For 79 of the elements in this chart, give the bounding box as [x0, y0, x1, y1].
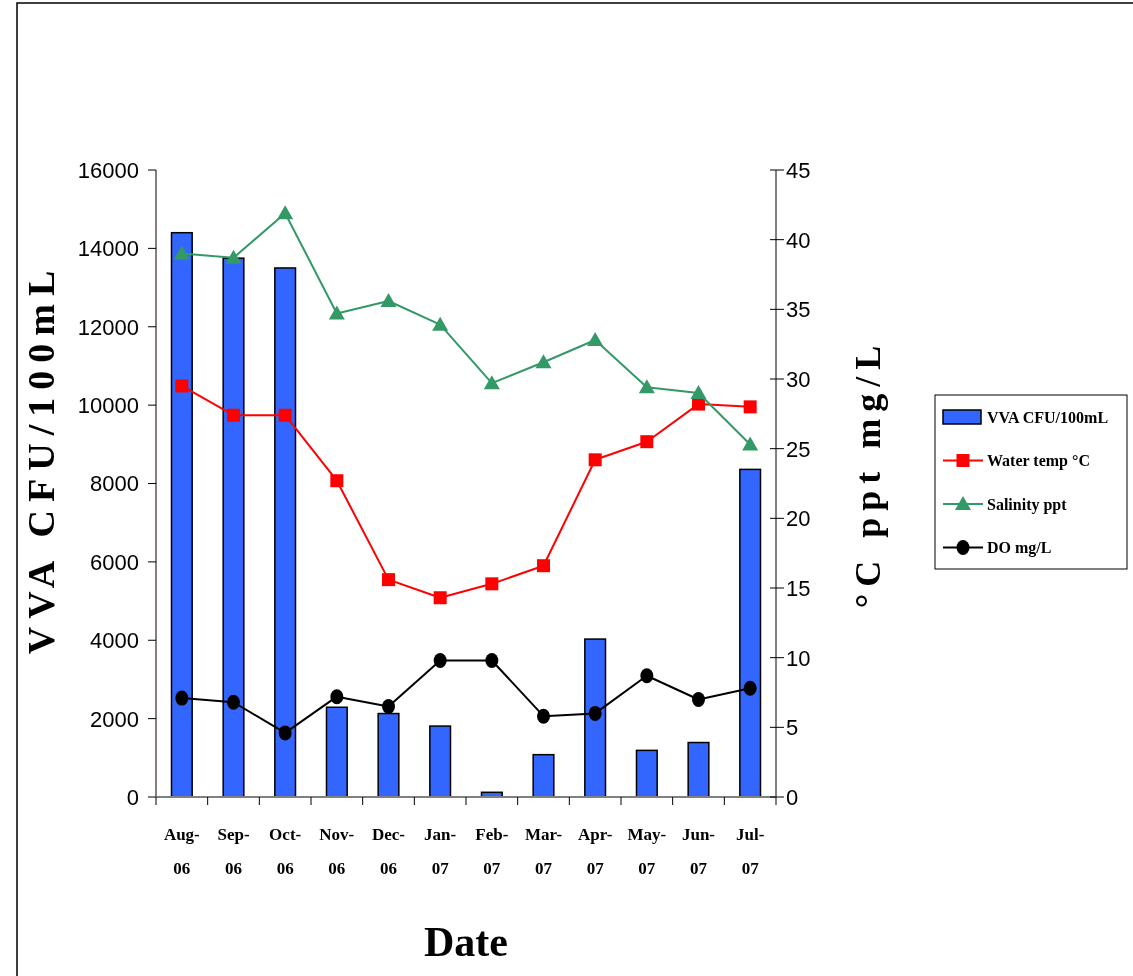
point: [587, 331, 604, 346]
bar: [429, 725, 452, 798]
point: [742, 436, 759, 451]
point: [537, 708, 550, 724]
x-tick-label: Sep-06: [217, 825, 250, 878]
y2-tick-label: 35: [786, 297, 811, 323]
point: [433, 652, 447, 668]
point: [692, 691, 705, 707]
x-tick-label: Aug-06: [163, 825, 201, 878]
y2-tick-label: 30: [786, 366, 811, 392]
point: [225, 249, 242, 264]
x-tick-label: Dec-06: [371, 825, 406, 878]
point: [330, 689, 344, 705]
y-axis-title: VVA CFU/100mL: [20, 262, 62, 655]
bar: [687, 741, 710, 798]
x-tick-label: Jul-07: [735, 825, 765, 878]
y2-tick-label: 45: [786, 157, 811, 183]
point: [175, 690, 189, 706]
y-tick-label: 14000: [77, 236, 139, 262]
y2-tick-label: 5: [786, 715, 799, 741]
point: [432, 316, 449, 331]
x-tick-label: Jun-07: [681, 825, 716, 878]
y2-tick-label: 40: [786, 227, 811, 253]
y-tick-label: 8000: [90, 471, 139, 497]
point: [175, 379, 189, 393]
y-tick-label: 2000: [90, 706, 139, 732]
x-tick-label: Nov-06: [319, 825, 355, 878]
point: [485, 577, 499, 591]
x-tick-label: Oct-06: [269, 825, 302, 878]
point: [690, 384, 707, 399]
point: [382, 698, 395, 714]
x-tick-label: Feb-07: [475, 825, 509, 878]
bar: [635, 749, 658, 798]
point: [535, 354, 552, 369]
point: [278, 725, 292, 741]
y-tick-label: 16000: [77, 157, 139, 183]
y2-tick-label: 25: [786, 436, 811, 462]
point: [588, 453, 602, 467]
y2-tick-label: 10: [786, 645, 811, 671]
point: [588, 705, 602, 721]
legend-label: VVA CFU/100mL: [987, 408, 1109, 426]
point: [640, 435, 654, 449]
point: [638, 379, 655, 394]
legend-label: DO mg/L: [987, 539, 1052, 558]
y-tick-label: 6000: [90, 549, 139, 575]
x-axis-title: Date: [424, 919, 508, 965]
point: [640, 668, 654, 684]
point: [743, 680, 757, 696]
point: [433, 591, 447, 605]
y2-axis-title: °C ppt mg/L: [848, 338, 888, 609]
point: [692, 397, 705, 411]
y2-tick-label: 20: [786, 506, 811, 532]
point: [382, 573, 395, 587]
point: [485, 652, 499, 668]
y2-tick-label: 0: [786, 784, 799, 810]
x-tick-label: Mar-07: [524, 825, 563, 878]
point: [330, 474, 344, 488]
y-tick-label: 10000: [77, 393, 139, 419]
point: [743, 400, 757, 414]
legend-label: Water temp °C: [987, 452, 1090, 471]
point: [227, 408, 240, 422]
point: [227, 694, 240, 710]
bar: [532, 753, 555, 798]
point: [277, 205, 294, 220]
point: [173, 245, 190, 260]
x-tick-label: Apr-07: [578, 825, 613, 878]
bar: [325, 706, 348, 798]
point: [483, 375, 500, 390]
x-tick-label: May-07: [627, 825, 667, 878]
point: [328, 305, 345, 320]
y-tick-label: 4000: [90, 628, 139, 654]
point: [537, 559, 550, 573]
y-tick-label: 0: [126, 784, 139, 810]
point: [278, 408, 292, 422]
point: [380, 292, 397, 307]
x-tick-label: Jan-07: [424, 825, 457, 878]
legend-label: Salinity ppt: [987, 495, 1068, 514]
y2-tick-label: 15: [786, 575, 811, 601]
y-tick-label: 12000: [77, 314, 139, 340]
